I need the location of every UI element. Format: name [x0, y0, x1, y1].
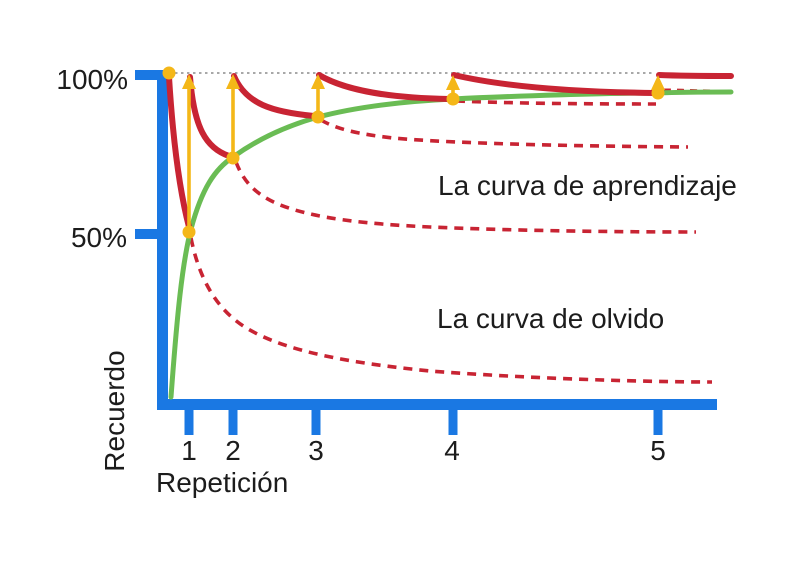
x-tick-label-3: 3: [308, 435, 324, 466]
y-tick-label-100: 100%: [56, 64, 128, 95]
forgetting-curve-segment-5: [451, 72, 657, 96]
review-dot-4: [446, 92, 460, 106]
review-arrow-2: [226, 74, 240, 155]
review-arrow-3-head: [311, 74, 325, 89]
dashed-forgetting-curve-1: [189, 237, 713, 384]
forgetting-curve-segment-6: [656, 72, 734, 79]
forgetting-curve-segment-1: [166, 74, 192, 230]
forgetting-curve-segment-2: [187, 74, 232, 159]
review-dot-0: [162, 66, 176, 80]
forgetting-curve-segment-4: [316, 72, 452, 102]
x-tick-label-5: 5: [650, 435, 666, 466]
x-tick-4: [448, 409, 458, 435]
review-dot-2: [226, 151, 240, 165]
y-axis-title: Recuerdo: [99, 350, 130, 471]
x-tick-3: [311, 409, 321, 435]
x-tick-2: [228, 409, 238, 435]
x-tick-1: [184, 409, 194, 435]
forgetting-curve-segment-3: [231, 73, 317, 119]
review-dot-5: [651, 86, 665, 100]
learning-curve: [168, 89, 734, 400]
dashed-forgetting-curve-3: [320, 118, 689, 149]
dashed-forgetting-curve-2: [234, 161, 697, 234]
review-arrow-3: [311, 74, 325, 114]
review-arrow-5-head: [651, 75, 665, 90]
learning-curve-label: La curva de aprendizaje: [438, 170, 737, 201]
review-arrow-2-head: [226, 74, 240, 89]
x-tick-label-1: 1: [181, 435, 197, 466]
x-axis-line: [157, 399, 717, 410]
forgetting-curve-label: La curva de olvido: [437, 303, 664, 334]
y-tick-label-50: 50%: [71, 222, 127, 253]
x-axis-title: Repetición: [156, 467, 288, 498]
review-dot-1: [182, 225, 196, 239]
x-tick-5: [653, 409, 663, 435]
y-tick-100: [135, 70, 159, 80]
x-tick-label-2: 2: [225, 435, 241, 466]
dashed-forgetting-curve-4: [455, 99, 657, 106]
review-arrow-1: [182, 74, 196, 229]
y-axis-line: [157, 70, 168, 409]
review-arrow-1-head: [182, 74, 196, 89]
review-dot-3: [311, 110, 325, 124]
x-tick-label-4: 4: [444, 435, 460, 466]
review-arrow-4-head: [446, 75, 460, 90]
y-tick-50: [135, 229, 159, 239]
